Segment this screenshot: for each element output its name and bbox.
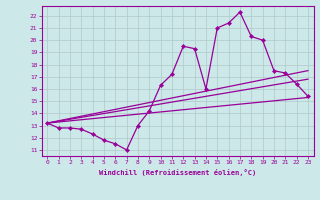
X-axis label: Windchill (Refroidissement éolien,°C): Windchill (Refroidissement éolien,°C) [99,169,256,176]
